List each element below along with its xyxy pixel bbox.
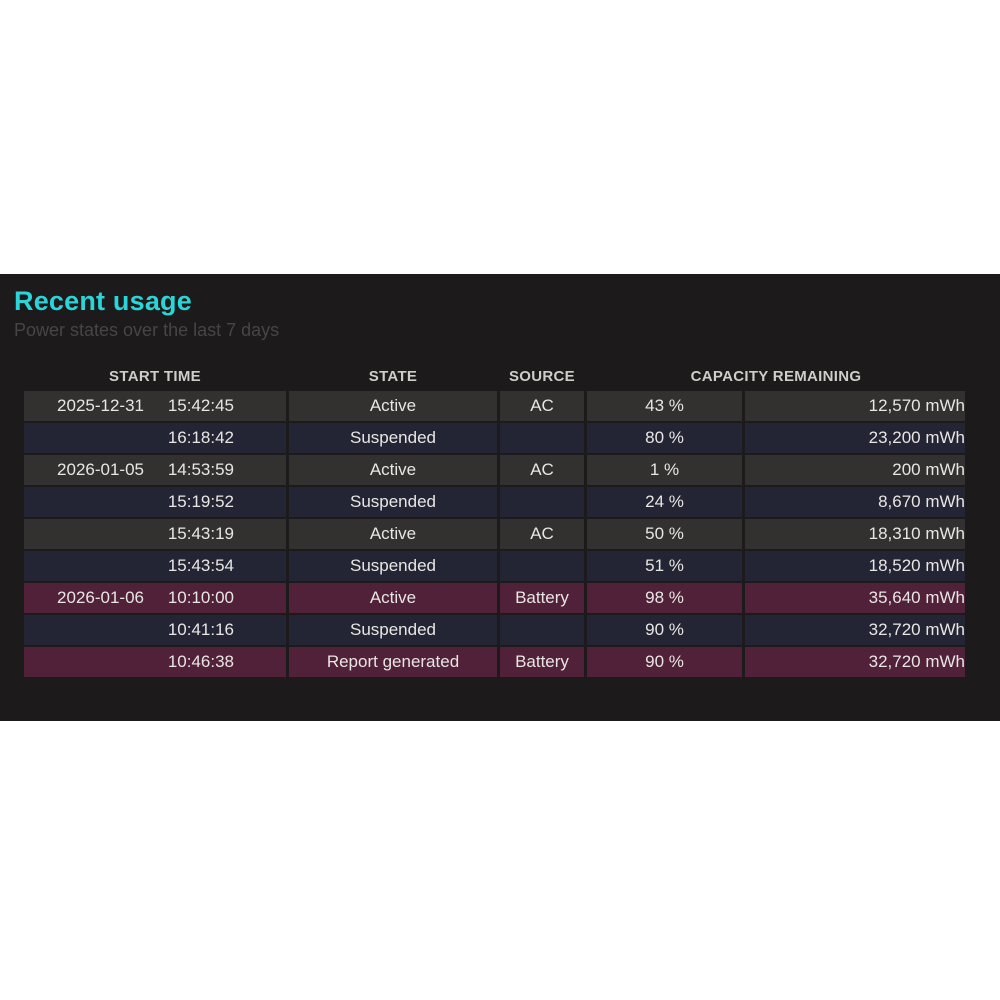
state-cell: Suspended <box>289 422 497 453</box>
page-subtitle: Power states over the last 7 days <box>14 320 280 341</box>
energy-cell: 23,200 mWh <box>745 422 965 453</box>
start-time-cell: 10:46:38 <box>24 646 286 677</box>
table-header: START TIME STATE SOURCE CAPACITY REMAINI… <box>24 368 965 389</box>
time-value: 10:41:16 <box>167 619 234 639</box>
energy-cell: 200 mWh <box>745 454 965 485</box>
date-value: 2026-01-06 <box>57 587 144 607</box>
table-row: 15:43:54 Suspended 51 % 18,520 mWh <box>24 550 965 581</box>
start-time-cell: 10:41:16 <box>24 614 286 645</box>
energy-cell: 18,310 mWh <box>745 518 965 549</box>
time-value: 15:19:52 <box>167 491 234 511</box>
state-cell: Suspended <box>289 550 497 581</box>
table-body: 2025-12-31 15:42:45 Active AC 43 % 12,570… <box>24 390 965 677</box>
energy-cell: 8,670 mWh <box>745 486 965 517</box>
column-header-capacity-remaining: CAPACITY REMAINING <box>690 367 862 385</box>
source-cell: Battery <box>500 582 584 613</box>
percent-cell: 90 % <box>587 614 742 645</box>
state-cell: Active <box>289 454 497 485</box>
percent-cell: 43 % <box>587 390 742 421</box>
source-cell <box>500 614 584 645</box>
start-time-cell: 16:18:42 <box>24 422 286 453</box>
start-time-cell: 2025-12-31 15:42:45 <box>24 390 286 421</box>
source-cell <box>500 550 584 581</box>
state-cell: Suspended <box>289 614 497 645</box>
column-header-start-time: START TIME <box>109 367 201 385</box>
time-value: 10:10:00 <box>167 587 234 607</box>
percent-cell: 1 % <box>587 454 742 485</box>
time-value: 15:42:45 <box>167 395 234 415</box>
percent-cell: 50 % <box>587 518 742 549</box>
state-cell: Active <box>289 518 497 549</box>
table-row: 15:19:52 Suspended 24 % 8,670 mWh <box>24 486 965 517</box>
source-cell: AC <box>500 518 584 549</box>
percent-cell: 98 % <box>587 582 742 613</box>
energy-cell: 18,520 mWh <box>745 550 965 581</box>
table-row: 10:46:38 Report generated Battery 90 % 3… <box>24 646 965 677</box>
energy-cell: 32,720 mWh <box>745 614 965 645</box>
table-row: 2026-01-05 14:53:59 Active AC 1 % 200 mWh <box>24 454 965 485</box>
source-cell <box>500 486 584 517</box>
source-cell: AC <box>500 390 584 421</box>
energy-cell: 32,720 mWh <box>745 646 965 677</box>
percent-cell: 80 % <box>587 422 742 453</box>
time-value: 15:43:19 <box>167 523 234 543</box>
time-value: 15:43:54 <box>167 555 234 575</box>
table-header-row: START TIME STATE SOURCE CAPACITY REMAINI… <box>24 368 965 389</box>
state-cell: Suspended <box>289 486 497 517</box>
energy-cell: 35,640 mWh <box>745 582 965 613</box>
percent-cell: 51 % <box>587 550 742 581</box>
start-time-cell: 2026-01-06 10:10:00 <box>24 582 286 613</box>
start-time-cell: 2026-01-05 14:53:59 <box>24 454 286 485</box>
energy-cell: 12,570 mWh <box>745 390 965 421</box>
state-cell: Report generated <box>289 646 497 677</box>
source-cell <box>500 422 584 453</box>
time-value: 14:53:59 <box>167 459 234 479</box>
table-row: 2026-01-06 10:10:00 Active Battery 98 % 3… <box>24 582 965 613</box>
start-time-cell: 15:19:52 <box>24 486 286 517</box>
start-time-cell: 15:43:19 <box>24 518 286 549</box>
date-value: 2026-01-05 <box>57 459 144 479</box>
state-cell: Active <box>289 390 497 421</box>
source-cell: AC <box>500 454 584 485</box>
table-row: 10:41:16 Suspended 90 % 32,720 mWh <box>24 614 965 645</box>
percent-cell: 24 % <box>587 486 742 517</box>
time-value: 10:46:38 <box>167 651 234 671</box>
start-time-cell: 15:43:54 <box>24 550 286 581</box>
state-cell: Active <box>289 582 497 613</box>
column-header-state: STATE <box>368 367 418 385</box>
page-title: Recent usage <box>14 286 192 316</box>
source-cell: Battery <box>500 646 584 677</box>
table-row: 15:43:19 Active AC 50 % 18,310 mWh <box>24 518 965 549</box>
recent-usage-table: START TIME STATE SOURCE CAPACITY REMAINI… <box>21 366 968 679</box>
column-header-source: SOURCE <box>509 367 575 385</box>
date-value: 2025-12-31 <box>57 395 144 415</box>
time-value: 16:18:42 <box>167 427 234 447</box>
table-row: 16:18:42 Suspended 80 % 23,200 mWh <box>24 422 965 453</box>
table-row: 2025-12-31 15:42:45 Active AC 43 % 12,570… <box>24 390 965 421</box>
percent-cell: 90 % <box>587 646 742 677</box>
recent-usage-panel: Recent usage Power states over the last … <box>0 274 1000 721</box>
